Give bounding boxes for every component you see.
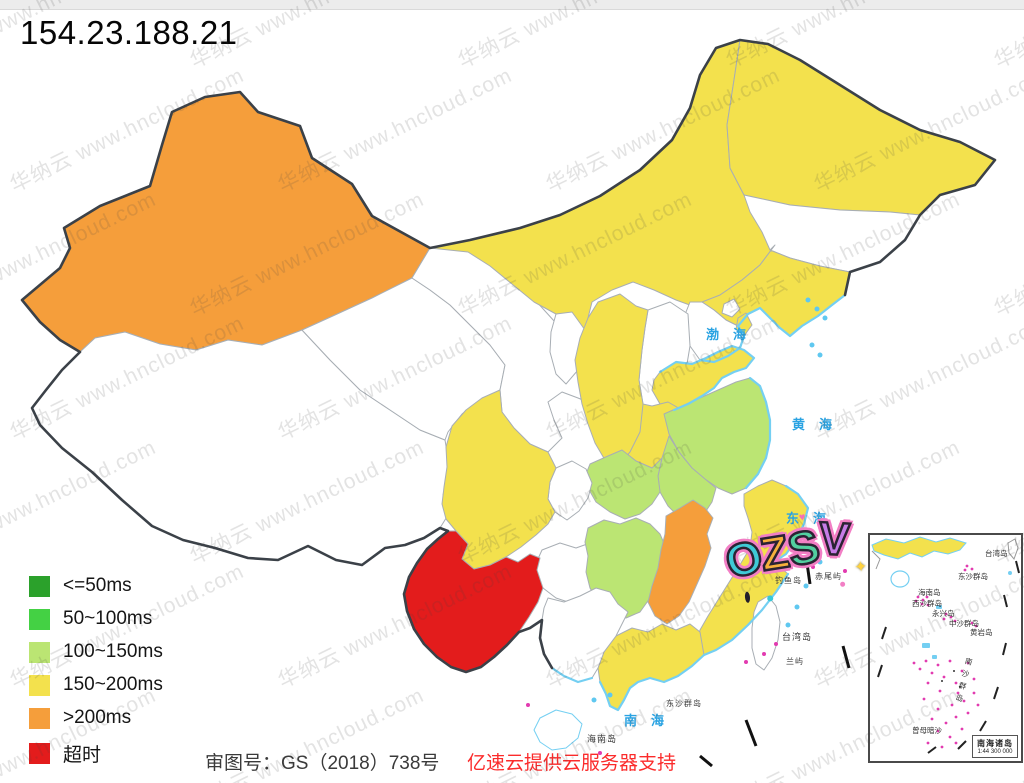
- national-border: [20, 38, 997, 674]
- sea-label-donghai: 东海: [786, 511, 841, 526]
- sponsor-text[interactable]: 亿速云提供云服务器支持: [467, 753, 677, 774]
- page-title: 154.23.188.21: [20, 14, 238, 51]
- province-hainan[interactable]: [533, 709, 583, 751]
- island-dots-blue: [591, 297, 828, 703]
- legend-row: 100~150ms: [29, 641, 163, 663]
- label-dongsha: 东沙群岛: [666, 699, 702, 708]
- inset-label-taiwan: 台湾岛: [985, 549, 1008, 558]
- label-taiwan-island: 台湾岛: [782, 632, 813, 642]
- inset-blue-patches: [922, 571, 1012, 659]
- sticker-letter-v: V: [816, 510, 852, 566]
- legend-row: 150~200ms: [29, 674, 163, 696]
- inset-label-hainan: 海南岛: [918, 588, 941, 597]
- legend-swatch-150-200: [29, 674, 50, 696]
- legend-swatch-100-150: [29, 641, 50, 663]
- legend-label: <=50ms: [63, 575, 132, 596]
- province-beijing[interactable]: [721, 298, 741, 318]
- inset-taiwan-island: [1007, 538, 1019, 560]
- legend-label: >200ms: [63, 707, 132, 728]
- inset-dash-line: [877, 560, 1020, 754]
- inset-label-zhongsha: 中沙群岛: [949, 619, 979, 628]
- legend-label: 150~200ms: [63, 674, 163, 695]
- province-heilongjiang[interactable]: [726, 39, 996, 216]
- map-license-number: 审图号：GS（2018）738号: [205, 753, 440, 774]
- sticker-letters: OZSV: [718, 510, 852, 590]
- legend-label: 100~150ms: [63, 641, 163, 662]
- label-hainan-island: 海南岛: [587, 734, 618, 744]
- inset-title: 南海诸岛: [977, 739, 1013, 748]
- legend-label: 超时: [63, 745, 102, 766]
- province-hubei[interactable]: [585, 449, 663, 520]
- inset-scale-box: 南海诸岛 1:44 300 000: [972, 735, 1018, 758]
- south-china-sea-inset: 台湾岛 东沙群岛 海南岛 西沙群岛 永兴岛 中沙群岛 黄岩岛 南沙群岛 曾母暗沙…: [868, 533, 1023, 763]
- inset-label-yongxing: 永兴岛: [932, 609, 955, 618]
- ozsv-sticker: ♥ OZSV ✦: [718, 510, 880, 615]
- legend-row: 50~100ms: [29, 608, 163, 630]
- legend-swatch-50-100: [29, 608, 50, 630]
- sticker-drip: [744, 591, 751, 603]
- sea-label-huanghai: 黄海: [792, 417, 847, 432]
- legend-label: 50~100ms: [63, 608, 153, 629]
- inset-dark-islets: [941, 670, 961, 688]
- inset-label-zengmu: 曾母暗沙: [912, 726, 942, 735]
- inset-map: [871, 536, 1020, 754]
- inset-border-line: [871, 550, 881, 570]
- label-chiweiyu: 赤尾屿: [815, 572, 842, 581]
- label-lanyu: 兰屿: [786, 657, 804, 666]
- inset-guangdong-coast: [871, 536, 967, 560]
- inset-hainan-island: [890, 570, 910, 588]
- legend-row: >200ms: [29, 707, 163, 729]
- label-diaoyudao: 钓鱼岛: [775, 576, 802, 585]
- top-strip: [0, 0, 1024, 10]
- legend-row: 超时: [29, 740, 163, 767]
- inset-label-xisha: 西沙群岛: [912, 599, 942, 608]
- province-gansu[interactable]: [411, 239, 601, 453]
- inset-scale: 1:44 300 000: [977, 749, 1013, 755]
- sea-label-bohai: 渤海: [706, 327, 761, 342]
- island-dots-magenta: [526, 565, 847, 755]
- legend-swatch-gt200: [29, 707, 50, 729]
- nine-dash-line: [699, 555, 851, 768]
- latency-legend: <=50ms 50~100ms 100~150ms 150~200ms >200…: [29, 575, 163, 778]
- sticker-sparkle-icon: ✦: [853, 558, 868, 577]
- legend-swatch-le50: [29, 575, 50, 597]
- legend-swatch-timeout: [29, 743, 50, 764]
- coastline: [550, 293, 847, 712]
- inset-label-dongsha: 东沙群岛: [958, 572, 988, 581]
- inset-island-dots: [912, 564, 980, 749]
- province-jiangxi[interactable]: [647, 499, 714, 625]
- inset-label-huangyan: 黄岩岛: [970, 628, 993, 637]
- province-sichuan[interactable]: [441, 389, 557, 570]
- sticker-drip: [839, 581, 846, 587]
- sea-label-nanhai: 南海: [624, 713, 679, 728]
- legend-row: <=50ms: [29, 575, 163, 597]
- sticker-drip: [766, 595, 774, 602]
